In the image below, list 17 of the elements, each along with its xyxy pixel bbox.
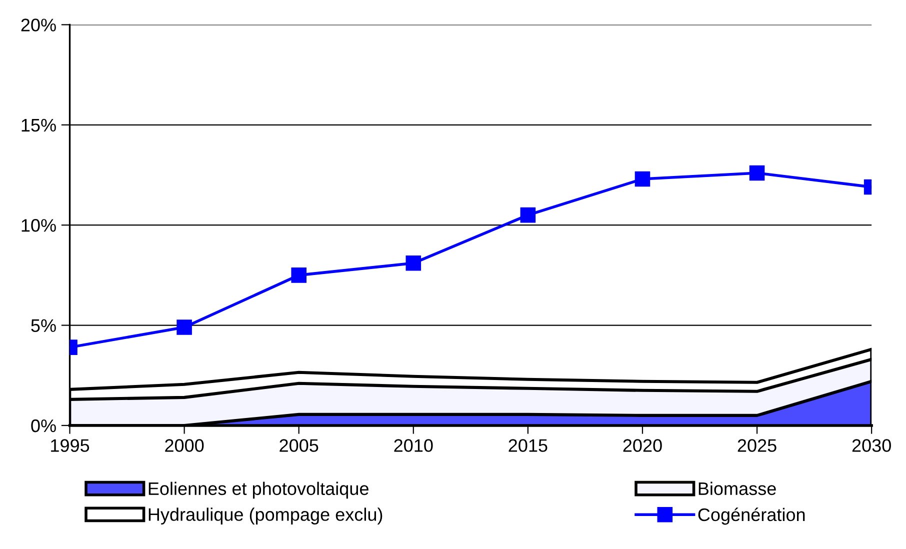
x-tick-label: 2020 (623, 439, 662, 452)
legend-label: Cogénération (698, 508, 805, 525)
x-tick-label: 2000 (165, 439, 204, 452)
x-tick-label: 2010 (394, 439, 433, 452)
y-tick-label: 5% (31, 319, 56, 332)
x-tick-label: 2015 (508, 439, 548, 452)
y-tick-label: 15% (22, 118, 56, 132)
y-tick-label: 10% (22, 219, 56, 232)
x-tick-label: 1995 (51, 439, 90, 452)
y-tick-label: 0% (31, 419, 56, 432)
legend-label: Eoliennes et photovoltaique (148, 482, 368, 499)
x-tick-label: 2005 (280, 439, 318, 452)
legend-label: Hydraulique (pompage exclu) (148, 508, 382, 524)
x-tick-label: 2030 (852, 439, 891, 452)
y-tick-label: 20% (21, 18, 56, 32)
x-tick-label: 2025 (738, 439, 776, 452)
legend-label: Biomasse (698, 482, 776, 496)
